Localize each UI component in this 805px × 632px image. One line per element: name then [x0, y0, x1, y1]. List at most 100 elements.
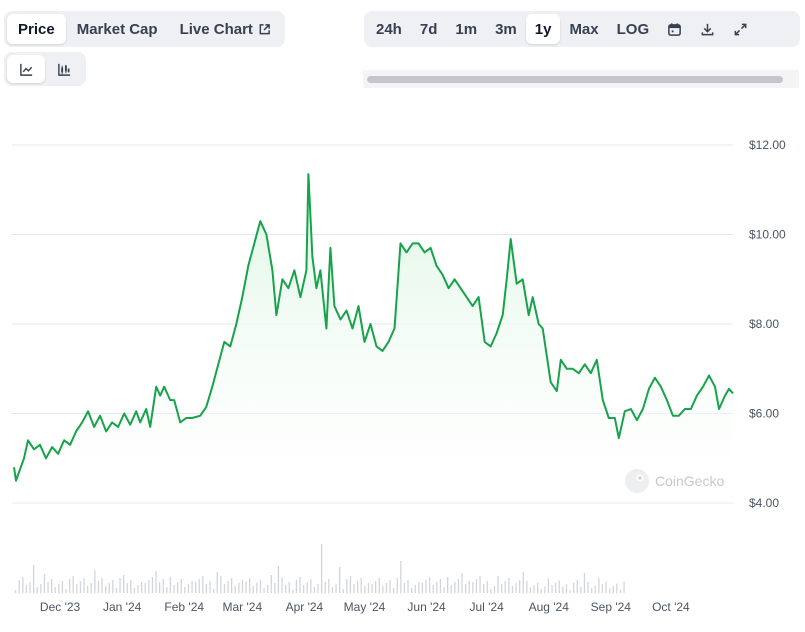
y-tick-label: $12.00: [749, 138, 786, 152]
volume-bar: [213, 589, 215, 593]
volume-bar: [522, 572, 524, 593]
volume-bar: [587, 581, 589, 593]
volume-bar: [180, 579, 182, 593]
tab-live-chart[interactable]: Live Chart: [169, 14, 282, 44]
volume-bar: [562, 586, 564, 593]
x-tick-label: May '24: [344, 600, 386, 614]
volume-bar: [616, 583, 618, 593]
line-chart-button[interactable]: [7, 55, 45, 83]
volume-bar: [357, 581, 359, 593]
expand-button[interactable]: [724, 14, 757, 44]
volume-bar: [504, 581, 506, 593]
range-scrollbar[interactable]: [363, 70, 799, 88]
volume-bar: [346, 579, 348, 593]
volume-bar: [184, 587, 186, 593]
volume-bar: [285, 585, 287, 593]
volume-bar: [223, 584, 226, 593]
volume-bar: [418, 582, 420, 593]
y-tick-label: $4.00: [749, 496, 779, 510]
volume-bar: [126, 583, 128, 593]
x-tick-label: Jun '24: [407, 600, 446, 614]
volume-bars: [15, 544, 625, 593]
volume-bar: [187, 584, 190, 593]
volume-bar: [400, 561, 402, 593]
range-scrollbar-thumb[interactable]: [367, 76, 783, 83]
line-chart-icon: [19, 62, 34, 77]
volume-bar: [252, 586, 254, 593]
volume-bar: [310, 579, 312, 593]
range-24h[interactable]: 24h: [367, 14, 411, 44]
range-max-label: Max: [569, 20, 599, 38]
volume-bar: [54, 587, 56, 593]
volume-bar: [299, 577, 301, 593]
tab-live-chart-label: Live Chart: [179, 20, 253, 38]
volume-bar: [461, 573, 463, 593]
volume-bar: [270, 575, 272, 593]
range-log-label: LOG: [616, 20, 650, 38]
volume-bar: [529, 587, 532, 593]
volume-bar: [94, 570, 96, 593]
volume-bar: [65, 589, 67, 593]
range-7d[interactable]: 7d: [411, 14, 447, 44]
x-tick-label: Jul '24: [470, 600, 505, 614]
tab-market-cap[interactable]: Market Cap: [66, 14, 169, 44]
calendar-button[interactable]: [658, 14, 691, 44]
volume-bar: [72, 576, 74, 593]
volume-bar: [382, 586, 384, 593]
volume-bar: [533, 585, 535, 593]
volume-bar: [144, 583, 146, 593]
download-button[interactable]: [691, 14, 724, 44]
volume-bar: [612, 585, 614, 593]
volume-bar: [544, 586, 546, 593]
volume-bar: [123, 575, 125, 593]
volume-bar: [234, 586, 236, 593]
x-tick-label: Jan '24: [103, 600, 142, 614]
x-tick-label: Feb '24: [164, 600, 204, 614]
volume-bar: [61, 581, 64, 593]
volume-bar: [90, 583, 92, 593]
volume-bar: [133, 588, 136, 593]
volume-bar: [501, 584, 503, 593]
volume-bar: [238, 583, 240, 593]
volume-bar: [349, 576, 352, 593]
watermark-text: CoinGecko: [655, 473, 724, 489]
volume-bar: [148, 580, 150, 593]
volume-bar: [425, 580, 427, 593]
price-line: [13, 173, 734, 482]
x-tick-label: Apr '24: [286, 600, 324, 614]
volume-bar: [36, 587, 38, 593]
volume-bar: [69, 579, 71, 593]
range-1m[interactable]: 1m: [446, 14, 486, 44]
range-max[interactable]: Max: [560, 14, 607, 44]
candlestick-chart-button[interactable]: [45, 55, 83, 83]
volume-bar: [360, 578, 362, 593]
volume-bar: [519, 580, 521, 593]
tab-price-label: Price: [18, 20, 55, 38]
range-3m[interactable]: 3m: [486, 14, 526, 44]
volume-bar: [162, 579, 164, 593]
volume-bar: [393, 588, 395, 593]
external-link-icon: [258, 23, 271, 36]
volume-bar: [432, 585, 434, 593]
volume-bar: [191, 581, 193, 593]
tab-price[interactable]: Price: [7, 14, 66, 44]
range-log[interactable]: LOG: [608, 14, 659, 44]
volume-bar: [119, 578, 121, 593]
data-type-tabs: Price Market Cap Live Chart: [4, 11, 285, 47]
range-7d-label: 7d: [419, 20, 438, 38]
range-1y[interactable]: 1y: [525, 14, 561, 44]
volume-bar: [573, 582, 575, 593]
x-tick-label: Mar '24: [222, 600, 262, 614]
volume-bar: [40, 584, 42, 593]
volume-bar: [493, 586, 496, 593]
volume-bar: [490, 589, 492, 593]
volume-bar: [472, 582, 474, 593]
volume-bar: [169, 577, 172, 593]
volume-bar: [569, 590, 571, 593]
volume-bar: [619, 589, 622, 593]
volume-bar: [591, 588, 593, 593]
chart-type-tabs: [4, 52, 86, 86]
volume-bar: [281, 577, 283, 593]
volume-bar: [324, 582, 326, 593]
